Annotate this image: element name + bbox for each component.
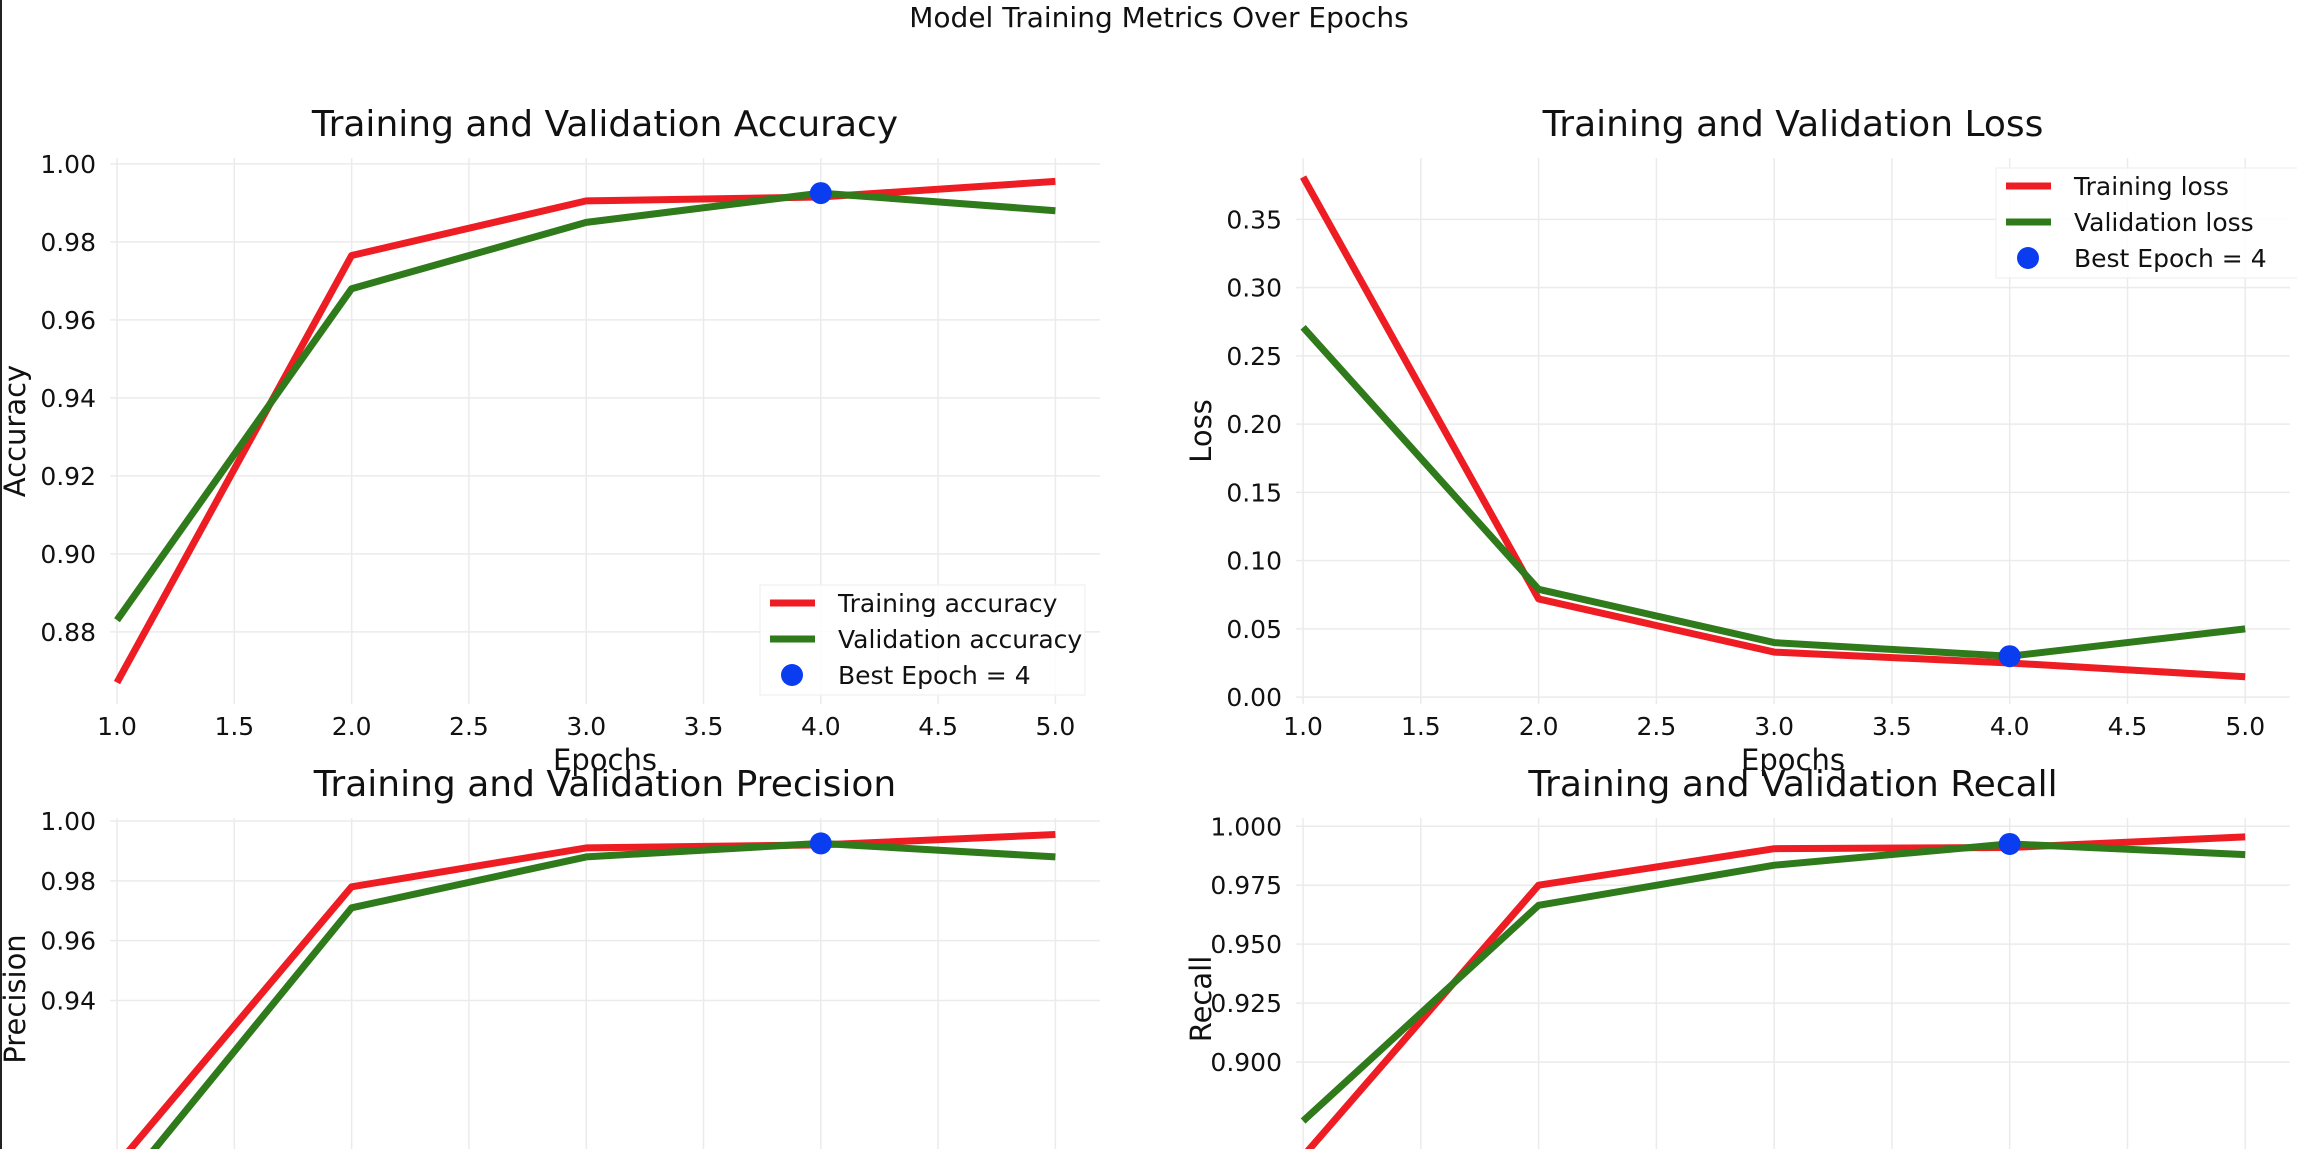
x-tick-label: 2.5 [449,712,489,741]
legend-entry: Best Epoch = 4 [838,661,1031,690]
plot-area [113,177,1056,685]
x-tick-label: 3.5 [1872,712,1912,741]
y-axis-label: Accuracy [0,365,32,497]
best-epoch-point [809,832,832,855]
chart-title: Training and Validation Recall [1527,764,2057,805]
y-tick-label: 0.96 [40,306,96,335]
figure-suptitle: Model Training Metrics Over Epochs [909,1,1408,34]
legend-best-marker [781,664,803,686]
validation-series-line [114,189,1056,623]
x-tick-label: 2.0 [332,712,372,741]
best-epoch-point [1998,645,2021,668]
training-series-line [125,831,1056,1149]
x-tick-label: 2.0 [1519,712,1559,741]
legend-entry: Best Epoch = 4 [2074,244,2267,273]
chart-panel-precision: 0.94 0.96 0.98 1.00 Training and Validation … [0,764,1100,1149]
x-tick-label: 5.0 [2225,712,2265,741]
y-tick-label: 0.925 [1210,989,1282,1018]
validation-series-line [1300,324,2246,660]
chart-panel-recall: 0.900 0.925 0.950 0.975 1.000 Training and Va… [1184,764,2290,1149]
x-tick-label: 3.0 [1754,712,1794,741]
training-series-line [1300,175,2246,681]
y-tick-label: 0.10 [1226,547,1282,576]
chart-title: Training and Validation Accuracy [311,104,898,145]
y-tick-label: 0.900 [1210,1048,1282,1077]
legend-best-marker [2017,247,2039,269]
x-tick-label: 4.0 [801,712,841,741]
y-tick-label: 0.15 [1226,478,1282,507]
validation-series-line [150,839,1056,1149]
x-tick-label: 5.0 [1036,712,1076,741]
y-tick-label: 1.00 [40,807,96,836]
x-tick-label: 4.5 [918,712,958,741]
y-tick-label: 0.88 [40,618,96,647]
y-tick-label: 0.94 [40,384,96,413]
y-tick-label: 0.94 [40,986,96,1015]
x-tick-label: 4.0 [1990,712,2030,741]
y-axis-label: Recall [1184,956,1218,1043]
y-tick-label: 0.35 [1226,205,1282,234]
y-tick-label: 0.00 [1226,683,1282,712]
x-tick-label: 1.5 [214,712,254,741]
chart-panel-loss: 0.00 0.05 0.10 0.15 0.20 0.25 0.30 0.35 1.0 1.5 2.… [1184,104,2297,777]
legend-entry: Training loss [2073,172,2229,201]
y-tick-label: 0.90 [40,540,96,569]
y-tick-label: 0.96 [40,927,96,956]
legend: Training loss Validation loss Best Epoch =… [1995,167,2297,279]
y-tick-label: 0.25 [1226,342,1282,371]
chart-panel-accuracy: 0.88 0.90 0.92 0.94 0.96 0.98 1.00 1.0 1.5 2.0 2.5… [0,104,1100,777]
plot-area [1300,832,2246,1149]
y-tick-label: 0.05 [1226,615,1282,644]
x-tick-label: 3.5 [684,712,724,741]
y-axis-label: Loss [1184,399,1218,463]
x-axis-label: Epochs [553,743,657,777]
best-epoch-point [1998,832,2021,855]
y-axis-label: Precision [0,934,32,1063]
y-tick-label: 0.975 [1210,871,1282,900]
y-tick-label: 1.000 [1210,812,1282,841]
figure-border [0,0,2,1149]
x-axis-label: Epochs [1741,743,1845,777]
x-tick-label: 1.0 [1283,712,1323,741]
y-tick-label: 0.92 [40,462,96,491]
plot-area [125,831,1056,1149]
x-tick-label: 1.5 [1401,712,1441,741]
chart-title: Training and Validation Precision [313,764,897,805]
validation-series-line [1300,840,2246,1124]
y-tick-label: 0.30 [1226,274,1282,303]
legend: Training accuracy Validation accuracy Best… [759,584,1086,696]
x-tick-label: 4.5 [2108,712,2148,741]
y-tick-label: 0.98 [40,867,96,896]
x-tick-label: 3.0 [566,712,606,741]
plot-area [1300,175,2246,681]
legend-entry: Training accuracy [837,589,1058,618]
y-tick-label: 0.98 [40,228,96,257]
y-tick-label: 0.950 [1210,930,1282,959]
best-epoch-point [809,182,832,205]
x-tick-label: 2.5 [1637,712,1677,741]
y-tick-label: 0.20 [1226,410,1282,439]
legend-entry: Validation loss [2074,208,2254,237]
y-tick-label: 1.00 [40,150,96,179]
x-tick-label: 1.0 [97,712,137,741]
legend-entry: Validation accuracy [838,625,1082,654]
chart-title: Training and Validation Loss [1542,104,2044,145]
